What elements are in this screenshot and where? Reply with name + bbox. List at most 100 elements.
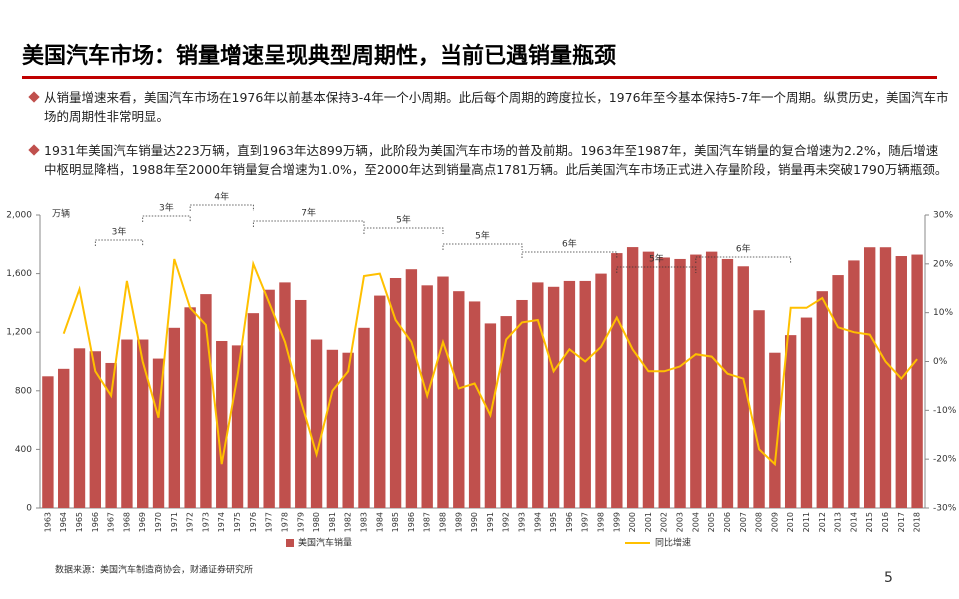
x-tick-label: 1985 bbox=[391, 512, 400, 532]
cycle-label: 3年 bbox=[112, 226, 127, 238]
tick-label: 10% bbox=[933, 308, 953, 318]
cycle-bracket bbox=[442, 243, 523, 250]
bar bbox=[642, 251, 655, 508]
bar bbox=[611, 253, 623, 508]
bar bbox=[721, 258, 734, 508]
tick-label: -30% bbox=[933, 504, 957, 514]
bar bbox=[247, 313, 260, 508]
x-tick-label: 1996 bbox=[565, 512, 574, 532]
legend-label: 同比增速 bbox=[655, 537, 691, 549]
bar bbox=[326, 349, 339, 508]
bar bbox=[453, 291, 465, 508]
bar bbox=[547, 286, 560, 508]
x-tick-label: 1991 bbox=[486, 512, 495, 532]
page-number: 5 bbox=[884, 570, 893, 586]
x-tick-label: 1998 bbox=[597, 512, 606, 532]
bar bbox=[737, 266, 749, 508]
bar bbox=[184, 307, 196, 508]
x-tick-label: 1999 bbox=[612, 512, 621, 532]
cycle-label: 3年 bbox=[159, 202, 174, 214]
x-tick-label: 1993 bbox=[518, 512, 527, 532]
slide-title: 美国汽车市场：销量增速呈现典型周期性，当前已遇销量瓶颈 bbox=[22, 44, 617, 69]
bar bbox=[516, 299, 528, 508]
x-tick-label: 1964 bbox=[59, 512, 68, 532]
x-tick-label: 1963 bbox=[43, 512, 52, 532]
x-tick-label: 2008 bbox=[755, 512, 764, 532]
x-tick-label: 2003 bbox=[676, 512, 685, 532]
tick-label: 1,200 bbox=[6, 328, 32, 338]
x-tick-label: 1984 bbox=[375, 512, 384, 532]
cycle-label: 7年 bbox=[301, 207, 316, 219]
bar bbox=[152, 358, 165, 508]
tick-label: 2,000 bbox=[6, 211, 32, 221]
x-tick-label: 1987 bbox=[423, 512, 432, 532]
cycle-bracket bbox=[695, 256, 792, 263]
bar bbox=[405, 269, 418, 508]
x-tick-label: 2015 bbox=[865, 512, 874, 532]
bar bbox=[73, 348, 86, 508]
bar bbox=[263, 289, 275, 508]
x-tick-label: 1971 bbox=[170, 512, 179, 532]
x-tick-label: 1975 bbox=[233, 512, 242, 532]
bar bbox=[89, 351, 102, 508]
cycle-bracket bbox=[94, 239, 144, 246]
bullet: 1931年美国汽车销量达223万辆，直到1963年达899万辆，此阶段为美国汽车… bbox=[30, 141, 949, 179]
bar bbox=[848, 260, 860, 508]
source: 数据来源：美国汽车制造商协会，财通证券研究所 bbox=[55, 564, 253, 576]
bar bbox=[863, 247, 876, 509]
x-tick-label: 1979 bbox=[296, 512, 305, 532]
y-unit: 万辆 bbox=[52, 208, 70, 220]
bar bbox=[437, 276, 449, 508]
tick-label: 30% bbox=[933, 211, 953, 221]
x-tick-label: 1980 bbox=[312, 512, 321, 532]
tick-label: 1,600 bbox=[6, 269, 32, 279]
bar bbox=[658, 257, 670, 508]
tick-label: 400 bbox=[15, 445, 32, 455]
bar bbox=[342, 352, 354, 508]
bar bbox=[121, 339, 133, 508]
cycle-label: 5年 bbox=[475, 230, 490, 242]
bar bbox=[279, 282, 291, 508]
x-tick-label: 1995 bbox=[549, 512, 558, 532]
bar bbox=[216, 340, 228, 508]
x-tick-label: 1969 bbox=[138, 512, 147, 532]
x-tick-label: 2009 bbox=[770, 512, 779, 532]
x-tick-label: 2006 bbox=[723, 512, 732, 532]
bar bbox=[895, 256, 907, 508]
bar bbox=[753, 310, 765, 508]
x-tick-label: 1978 bbox=[280, 512, 289, 532]
bar bbox=[532, 282, 544, 508]
cycle-bracket bbox=[252, 220, 365, 227]
tick-label: 0% bbox=[933, 357, 948, 367]
x-tick-label: 1997 bbox=[581, 512, 590, 532]
x-tick-label: 2007 bbox=[739, 512, 748, 532]
bar bbox=[690, 254, 702, 508]
bar bbox=[579, 280, 591, 508]
x-tick-label: 1994 bbox=[533, 512, 542, 532]
x-tick-label: 1974 bbox=[217, 512, 226, 532]
cycle-label: 4年 bbox=[214, 191, 229, 203]
x-tick-label: 2017 bbox=[897, 512, 906, 532]
x-tick-label: 1981 bbox=[328, 512, 337, 532]
x-tick-label: 2010 bbox=[786, 512, 795, 532]
bar bbox=[58, 368, 70, 508]
growth-line bbox=[62, 258, 918, 467]
bar bbox=[800, 317, 813, 508]
x-tick-label: 2016 bbox=[881, 512, 890, 532]
bar bbox=[137, 339, 149, 508]
bar bbox=[879, 247, 892, 509]
bar bbox=[231, 345, 244, 508]
x-tick-label: 1968 bbox=[122, 512, 131, 532]
x-tick-label: 1977 bbox=[265, 512, 274, 532]
title-rule bbox=[22, 76, 937, 79]
x-tick-label: 1986 bbox=[407, 512, 416, 532]
cycle-label: 5年 bbox=[649, 253, 664, 265]
x-tick-label: 1976 bbox=[249, 512, 258, 532]
x-tick-label: 2011 bbox=[802, 512, 811, 532]
cycle-label: 6年 bbox=[736, 243, 751, 255]
tick-label: 0 bbox=[26, 504, 32, 514]
x-tick-label: 1992 bbox=[502, 512, 511, 532]
bar bbox=[674, 258, 686, 508]
tick-label: -20% bbox=[933, 455, 957, 465]
